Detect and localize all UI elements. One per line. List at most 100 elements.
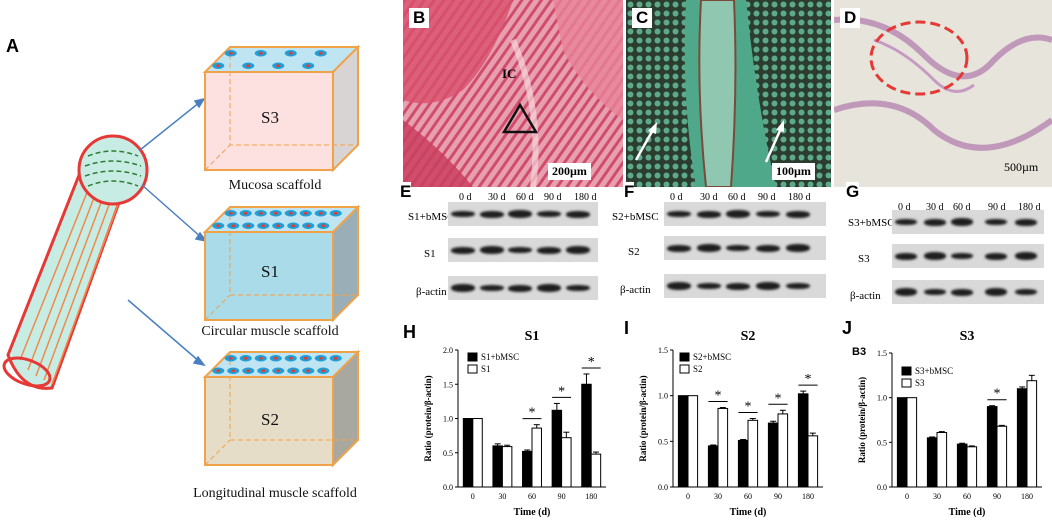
- bar-treated: [767, 422, 779, 488]
- bar-control: [996, 425, 1008, 488]
- blot-band: [895, 252, 917, 260]
- y-tick-label: 1.0: [877, 394, 887, 403]
- panel-letter-i: I: [624, 318, 630, 338]
- legend-swatch: [901, 378, 912, 388]
- significance-star: *: [805, 372, 812, 387]
- significance-star: *: [715, 389, 722, 404]
- histology-image-c: [626, 0, 831, 187]
- cell-nucleus: [276, 369, 281, 373]
- bar-control: [936, 432, 948, 488]
- cell-nucleus: [216, 224, 221, 228]
- blot-g-row-label-1: S3+bMSC: [848, 217, 895, 229]
- bar-control: [807, 435, 819, 488]
- bar-control: [717, 407, 729, 488]
- bar-treated: [926, 437, 938, 488]
- cross-section-circle: [77, 134, 149, 206]
- blot-band: [951, 253, 973, 259]
- cell-nucleus: [228, 356, 233, 360]
- bar-treated: [797, 393, 809, 488]
- blot-g-day-30: 30 d: [926, 202, 944, 213]
- cell-nucleus: [231, 224, 236, 228]
- blot-band: [667, 211, 691, 217]
- bar-treated: [896, 397, 908, 488]
- blot-band: [566, 210, 590, 218]
- blot-band: [697, 210, 721, 218]
- x-axis-label: Time (d): [514, 507, 551, 518]
- scale-bar-b: 200µm: [548, 163, 591, 180]
- cell-nucleus: [276, 224, 281, 228]
- x-tick-label: 90: [774, 492, 782, 501]
- blot-band: [985, 252, 1007, 260]
- bar-treated: [986, 406, 998, 488]
- x-tick-label: 180: [1021, 492, 1033, 501]
- blot-g-day-60: 60 d: [953, 202, 971, 213]
- x-tick-label: 0: [905, 492, 909, 501]
- cell-pattern: [212, 50, 342, 374]
- y-tick-label: 0.0: [658, 483, 668, 492]
- scaffold-code-s3: S3: [261, 108, 279, 127]
- blot-row: [448, 276, 598, 300]
- bar-control: [501, 446, 513, 488]
- x-tick-label: 30: [498, 492, 506, 501]
- legend-label: S3: [915, 378, 925, 388]
- blot-band: [951, 288, 973, 296]
- chart-title: S3: [960, 329, 975, 344]
- blot-e-row-label-3: β-actin: [416, 286, 447, 298]
- ic-annotation: IC: [502, 66, 517, 81]
- blot-band: [508, 210, 532, 218]
- blot-g-row-label-2: S3: [858, 253, 870, 265]
- legend-label: S2: [693, 364, 703, 374]
- blot-row: [892, 244, 1044, 268]
- blot-row: [664, 274, 826, 298]
- blot-e-day-30: 30 d: [488, 192, 506, 203]
- blot-e-day-180: 180 d: [574, 192, 597, 203]
- scale-bar-d: 500µm: [1004, 160, 1039, 174]
- blot-row: [664, 202, 826, 226]
- y-tick-label: 0.5: [443, 449, 453, 458]
- blot-band: [451, 246, 475, 254]
- significance-star: *: [745, 400, 752, 415]
- scaffold-code-s2: S2: [261, 410, 279, 429]
- bar-control: [747, 419, 759, 488]
- bar-control: [906, 397, 918, 488]
- blot-band: [508, 284, 532, 292]
- bar-treated: [1016, 388, 1028, 488]
- blot-row: [448, 238, 598, 262]
- panel-letter-g: G: [846, 182, 860, 202]
- blot-f-day-60: 60 d: [728, 192, 746, 203]
- blot-band: [951, 218, 973, 226]
- cell-nucleus: [321, 224, 326, 228]
- bar-control: [561, 437, 572, 488]
- blot-band: [756, 282, 780, 290]
- cell-nucleus: [276, 64, 281, 68]
- significance-star: *: [558, 384, 565, 399]
- x-tick-label: 30: [933, 492, 941, 501]
- bar-treated: [551, 409, 563, 488]
- y-axis-label: Ratio (protein/β-actin): [423, 375, 433, 461]
- x-tick-label: 0: [686, 492, 690, 501]
- y-tick-label: 0.5: [877, 438, 887, 447]
- legend-swatch: [679, 364, 690, 374]
- y-tick-label: 1.0: [443, 415, 453, 424]
- cell-nucleus: [246, 369, 251, 373]
- panel-letter-h: H: [403, 322, 416, 342]
- blot-g-day-0: 0 d: [898, 202, 911, 213]
- blot-band: [924, 218, 946, 226]
- blot-f-day-30: 30 d: [700, 192, 718, 203]
- bar-treated: [707, 445, 719, 488]
- x-tick-label: 0: [471, 492, 475, 501]
- bar-control: [687, 395, 699, 488]
- cell-nucleus: [306, 369, 311, 373]
- blot-band: [537, 211, 561, 217]
- blot-band: [451, 211, 475, 217]
- bar-chart-j: S3 0.0 0.5 1.0 1.5 Ratio (protein/β-actin) 0 30…: [857, 329, 1042, 518]
- cell-nucleus: [216, 369, 221, 373]
- blot-e-row-label-2: S1: [424, 248, 436, 260]
- cell-nucleus: [273, 356, 278, 360]
- photo-letter-d: D: [840, 8, 861, 28]
- x-axis-label: Time (d): [949, 507, 986, 518]
- x-tick-label: 180: [802, 492, 814, 501]
- blot-f-day-90: 90 d: [758, 192, 776, 203]
- cell-nucleus: [228, 51, 233, 55]
- x-tick-label: 180: [585, 492, 597, 501]
